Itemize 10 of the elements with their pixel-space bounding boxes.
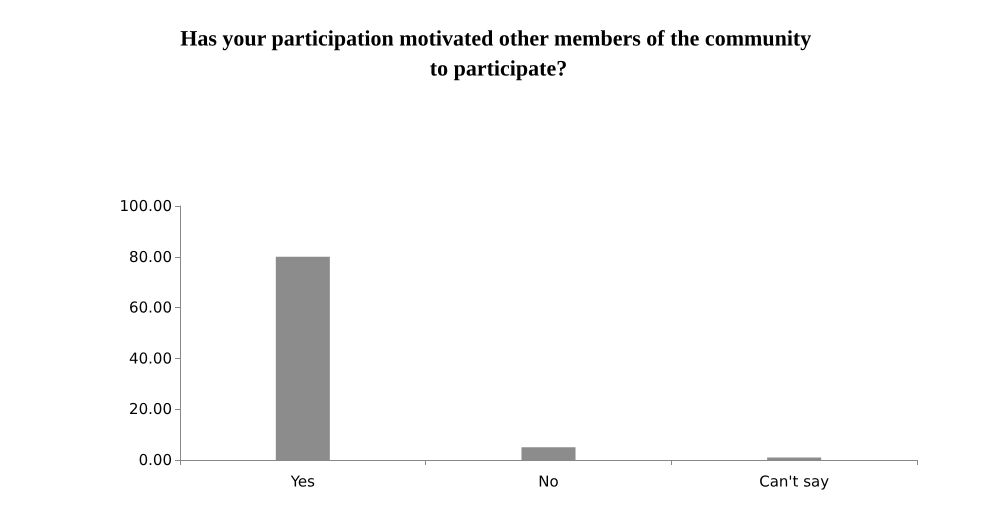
y-tick-label: 20.00 [129,400,172,418]
chart-title: Has your participation motivated other members of the community to participate? [180,26,817,80]
x-tick-label: Can't say [759,472,830,490]
y-tick-label: 40.00 [129,349,172,368]
y-tick-label: 0.00 [138,451,172,469]
y-tick-label: 100.00 [120,197,172,215]
x-tick-label: No [538,472,559,490]
x-tick-label: Yes [290,472,316,490]
y-tick-label: 80.00 [129,248,172,266]
y-tick-label: 60.00 [129,298,172,317]
